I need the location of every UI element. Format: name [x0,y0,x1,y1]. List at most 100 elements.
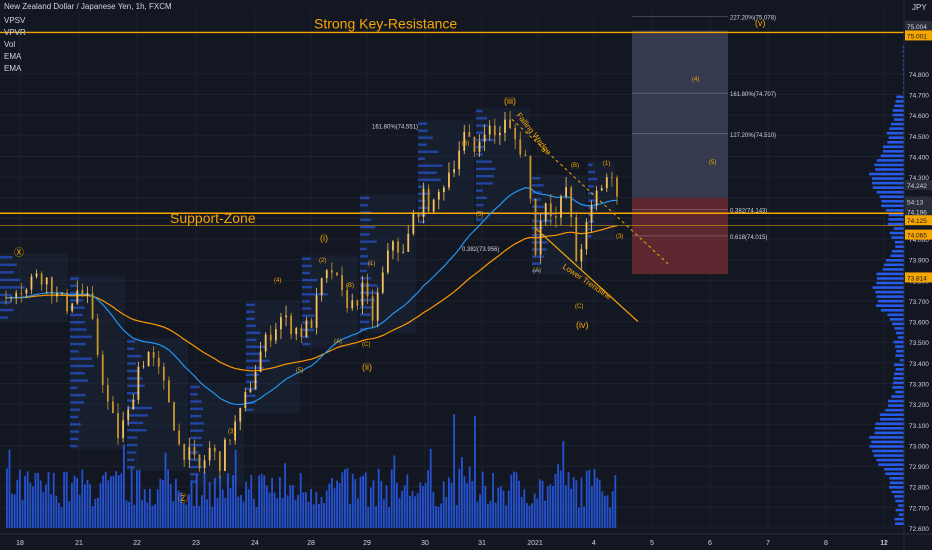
volume-bar [71,482,73,528]
vpvr-row [872,186,904,189]
volume-bar [34,473,37,528]
symbol-title[interactable]: New Zealand Dollar / Japanese Yen, 1h, F… [4,2,172,11]
vpvr-row [876,190,904,194]
vpvr-row [888,218,904,221]
volume-bar [229,488,232,528]
volume-bar [424,483,427,528]
wave-iv-label: (iv) [576,320,589,330]
volume-bar [598,480,601,528]
volume-bar [263,475,266,528]
volume-bar [58,502,60,528]
candle-body [488,125,491,135]
session-profile-row [588,163,593,167]
vpvr-row [875,304,904,308]
session-profile-row [70,379,88,382]
candle-body [534,198,537,255]
candle-body [203,460,206,468]
candle-body [412,214,415,234]
candle-body [336,272,338,276]
indicator-vol[interactable]: Vol [4,40,16,49]
indicator-ema-2[interactable]: EMA [4,64,22,73]
volume-bar [411,491,414,528]
vpvr-row [895,345,904,348]
volume-bar [318,504,320,528]
candle-body [239,407,242,422]
price-tick: 74.700 [909,93,929,100]
candle-body [50,277,53,297]
session-profile-row [127,384,145,387]
session-profile-row [360,204,368,207]
lower-trendline[interactable] [535,228,639,323]
price-tick: 73.300 [909,382,929,389]
candle-body [290,315,293,335]
session-profile-row [246,380,258,384]
time-tick: 23 [192,540,200,547]
vpvr-row [902,50,904,53]
volume-bar [81,469,84,528]
session-profile-row [532,184,544,187]
vpvr-row [882,145,904,149]
volume-bar [427,470,429,528]
vpvr-row [877,299,904,303]
candle-body [91,293,94,319]
volume-bar [107,480,110,528]
volume-bar [323,503,325,528]
volume-bar [614,475,617,528]
candle-body [504,119,506,133]
volume-bar [39,480,42,528]
candle-body [519,139,522,155]
visible-range-volume-profile [869,45,904,525]
trend-lines[interactable] [511,118,669,323]
candle-body [244,392,247,408]
volume-bar [458,468,461,528]
session-profile-row [360,233,370,236]
volume-bar [208,482,211,528]
volume-bar [435,505,437,528]
horizontal-levels[interactable] [0,16,904,237]
candle-body [371,296,374,321]
candle-body [56,293,58,297]
volume-bar [328,483,331,528]
volume-bar [440,503,442,528]
time-tick: 12 [880,540,888,547]
price-axis[interactable]: 72.600 72.700 72.800 72.900 73.000 73.100 73.2… [903,0,929,550]
candle-body [509,119,511,128]
vpvr-row [880,417,904,421]
candle-body [442,187,445,193]
volume-bar [240,495,242,528]
session-profile-row [70,386,78,390]
volume-bar [393,455,396,528]
session-profile-row [532,177,541,180]
indicator-vpvr[interactable]: VPVR [4,28,26,37]
vpvr-row [893,372,904,376]
volume-bar [26,471,29,528]
candle-body [162,366,165,381]
session-profile-row [70,372,85,375]
volume-bar [593,469,596,528]
volume-bar [19,469,21,528]
candle-body [229,439,231,441]
session-profile-row [360,284,378,287]
session-profile-row [70,437,79,441]
indicator-vpsv[interactable]: VPSV [4,16,26,25]
fib-label-0382: 0.382(74.143) [730,209,767,215]
session-profile-row [418,164,443,167]
session-profile-row [532,255,545,258]
volume-bar [549,484,552,528]
volume-bar [294,499,297,528]
volume-bar [50,494,52,528]
session-profile-row [190,385,200,389]
candle-body [473,136,476,152]
vpvr-row [872,177,904,180]
candle-body [310,320,313,328]
volume-bar [185,504,188,528]
vpvr-row [899,358,904,362]
session-profile-row [302,257,311,260]
candle-body [254,371,257,389]
vpvr-row [883,263,904,267]
session-profile-row [476,189,483,192]
indicator-ema-1[interactable]: EMA [4,52,22,61]
